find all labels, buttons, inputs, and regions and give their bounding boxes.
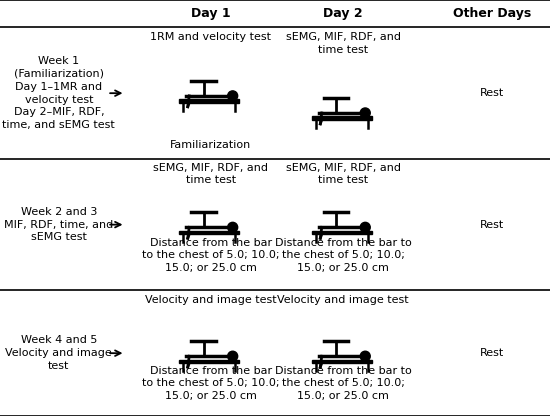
Text: Velocity and image test: Velocity and image test <box>277 295 409 305</box>
Text: Day 2: Day 2 <box>323 7 363 20</box>
Ellipse shape <box>360 108 370 118</box>
Text: Distance from the bar to
the chest of 5.0; 10.0;
15.0; or 25.0 cm: Distance from the bar to the chest of 5.… <box>275 366 411 401</box>
Text: Rest: Rest <box>480 220 504 230</box>
Ellipse shape <box>360 222 370 233</box>
Bar <box>312 116 372 120</box>
Bar <box>312 231 372 234</box>
Text: Rest: Rest <box>480 348 504 358</box>
Text: sEMG, MIF, RDF, and
time test: sEMG, MIF, RDF, and time test <box>153 163 268 186</box>
Text: Week 1
(Familiarization)
Day 1–1MR and
velocity test
Day 2–MIF, RDF,
time, and s: Week 1 (Familiarization) Day 1–1MR and v… <box>3 56 116 130</box>
Text: Day 1: Day 1 <box>191 7 230 20</box>
Text: Other Days: Other Days <box>453 7 531 20</box>
Ellipse shape <box>228 351 238 361</box>
Bar <box>179 99 239 103</box>
Bar <box>312 360 372 363</box>
Text: 1RM and velocity test: 1RM and velocity test <box>150 32 271 42</box>
Bar <box>179 360 239 363</box>
Text: Week 2 and 3
MIF, RDF, time, and
sEMG test: Week 2 and 3 MIF, RDF, time, and sEMG te… <box>4 207 113 243</box>
Text: Distance from the bar
to the chest of 5.0; 10.0;
15.0; or 25.0 cm: Distance from the bar to the chest of 5.… <box>142 366 279 401</box>
Ellipse shape <box>228 91 238 101</box>
Ellipse shape <box>228 222 238 233</box>
Text: Distance from the bar to
the chest of 5.0; 10.0;
15.0; or 25.0 cm: Distance from the bar to the chest of 5.… <box>275 238 411 272</box>
Text: sEMG, MIF, RDF, and
time test: sEMG, MIF, RDF, and time test <box>285 163 401 186</box>
Text: sEMG, MIF, RDF, and
time test: sEMG, MIF, RDF, and time test <box>285 32 401 55</box>
Text: Distance from the bar
to the chest of 5.0; 10.0;
15.0; or 25.0 cm: Distance from the bar to the chest of 5.… <box>142 238 279 272</box>
Ellipse shape <box>360 351 370 361</box>
Bar <box>179 231 239 234</box>
Text: Week 4 and 5
Velocity and image
test: Week 4 and 5 Velocity and image test <box>6 335 112 371</box>
Text: Familiarization: Familiarization <box>170 140 251 150</box>
Text: Rest: Rest <box>480 88 504 98</box>
Text: Velocity and image test: Velocity and image test <box>145 295 277 305</box>
